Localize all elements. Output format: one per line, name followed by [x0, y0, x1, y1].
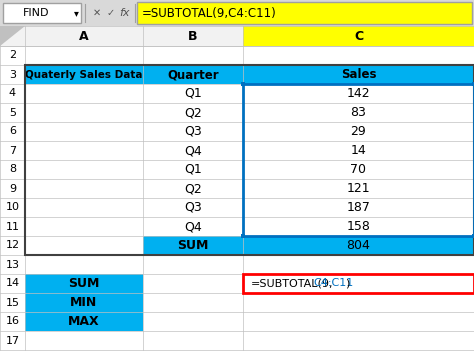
Text: 17: 17	[5, 335, 19, 345]
Bar	[0, 160, 474, 179]
Bar	[0, 65, 474, 84]
Bar	[0, 0, 474, 26]
Text: 5: 5	[9, 107, 16, 117]
Text: Quarter: Quarter	[167, 68, 219, 81]
Bar	[25, 65, 474, 255]
Text: 6: 6	[9, 126, 16, 136]
Bar	[0, 312, 474, 331]
Bar	[243, 84, 474, 236]
Text: ✕: ✕	[93, 8, 101, 18]
Text: FIND: FIND	[23, 8, 49, 18]
Text: 2: 2	[9, 50, 16, 61]
Bar	[0, 84, 474, 103]
Bar	[0, 198, 474, 217]
Text: 70: 70	[350, 163, 366, 176]
Bar	[0, 122, 474, 141]
Text: 187: 187	[346, 201, 371, 214]
Text: 14: 14	[351, 144, 366, 157]
Text: Q2: Q2	[184, 182, 202, 195]
Text: MAX: MAX	[68, 315, 100, 328]
Text: 83: 83	[351, 106, 366, 119]
Bar	[472, 234, 474, 238]
Bar	[241, 82, 245, 86]
Text: 7: 7	[9, 145, 16, 155]
Bar	[0, 179, 474, 198]
Text: =SUBTOTAL(9,: =SUBTOTAL(9,	[251, 279, 334, 289]
Text: 29: 29	[351, 125, 366, 138]
Text: 13: 13	[6, 260, 19, 270]
Text: =SUBTOTAL(9,C4:C11): =SUBTOTAL(9,C4:C11)	[142, 6, 277, 19]
Bar	[0, 141, 474, 160]
Text: 15: 15	[6, 297, 19, 308]
Bar	[243, 236, 474, 255]
Bar	[241, 234, 245, 238]
Bar	[25, 312, 143, 331]
Text: MIN: MIN	[70, 296, 98, 309]
Text: 3: 3	[9, 69, 16, 79]
Text: 16: 16	[6, 316, 19, 326]
Text: C: C	[354, 29, 363, 43]
Text: Q4: Q4	[184, 220, 202, 233]
Text: 10: 10	[6, 203, 19, 213]
Text: 4: 4	[9, 88, 16, 98]
Text: A: A	[79, 29, 89, 43]
Bar	[25, 293, 143, 312]
Text: B: B	[188, 29, 198, 43]
Bar	[0, 255, 474, 274]
Text: Q3: Q3	[184, 201, 202, 214]
Text: Q2: Q2	[184, 106, 202, 119]
Text: fx: fx	[120, 8, 130, 18]
Text: 14: 14	[5, 279, 19, 289]
Bar	[0, 236, 474, 255]
Text: Q1: Q1	[184, 87, 202, 100]
Text: 142: 142	[346, 87, 370, 100]
Text: Q3: Q3	[184, 125, 202, 138]
Bar	[243, 26, 474, 46]
Text: 12: 12	[5, 241, 19, 251]
Bar	[472, 82, 474, 86]
Bar	[0, 331, 474, 350]
Text: Quaterly Sales Data: Quaterly Sales Data	[25, 69, 143, 79]
Bar	[0, 26, 474, 46]
Text: 8: 8	[9, 164, 16, 174]
Text: SUM: SUM	[68, 277, 100, 290]
Text: Sales: Sales	[341, 68, 376, 81]
Bar	[0, 274, 474, 293]
Text: SUM: SUM	[177, 239, 209, 252]
Bar	[25, 65, 474, 84]
Text: 121: 121	[346, 182, 370, 195]
Bar	[25, 274, 143, 293]
Text: Q4: Q4	[184, 144, 202, 157]
Text: Q1: Q1	[184, 163, 202, 176]
Bar	[0, 103, 474, 122]
Text: 158: 158	[346, 220, 371, 233]
Bar	[0, 46, 474, 65]
Text: C4:C11: C4:C11	[313, 279, 354, 289]
Text: ): )	[345, 279, 349, 289]
Text: 804: 804	[346, 239, 371, 252]
Bar	[143, 236, 243, 255]
Text: ✓: ✓	[107, 8, 115, 18]
Bar	[0, 293, 474, 312]
Polygon shape	[0, 26, 25, 46]
Text: 9: 9	[9, 184, 16, 194]
Bar	[243, 274, 474, 293]
Bar	[3, 3, 81, 23]
Bar	[0, 217, 474, 236]
Bar	[137, 2, 472, 24]
Text: ▾: ▾	[73, 8, 78, 18]
Text: 11: 11	[6, 222, 19, 232]
